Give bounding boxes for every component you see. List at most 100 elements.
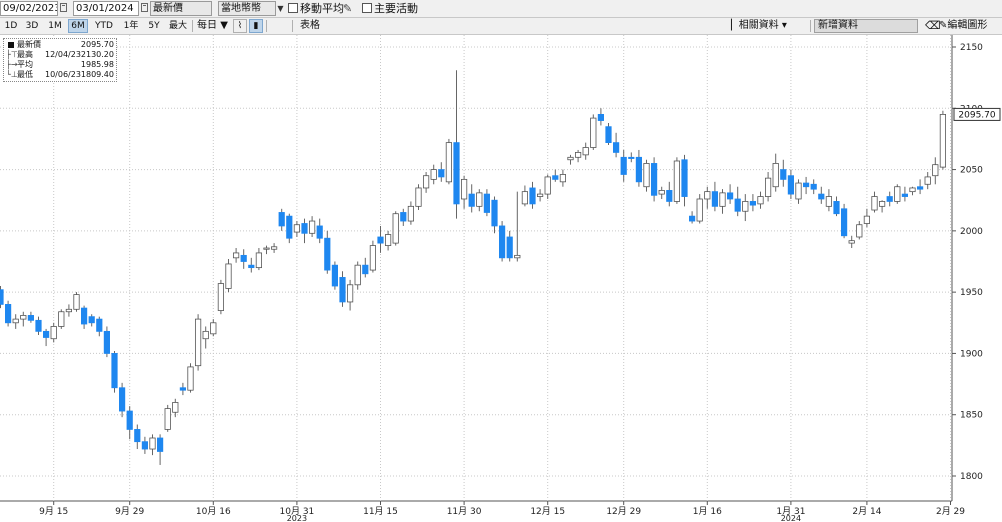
price-type-select[interactable]: 最新價 <box>150 1 212 16</box>
candle-body <box>582 147 589 156</box>
candle-body <box>590 117 597 148</box>
period-button-ytd[interactable]: YTD <box>95 21 113 31</box>
chart-legend[interactable]: 最新價 2095.70 ├⊤ 最高 12/04/23 2130.20 ├→ 平均… <box>3 38 117 82</box>
x-tick-label: 10月 16 <box>196 506 231 517</box>
frequency-select[interactable]: 每日 ▼ <box>194 19 231 33</box>
candle-body <box>810 183 817 190</box>
candle-body <box>605 126 612 143</box>
pencil-icon[interactable]: ✎ <box>343 2 353 15</box>
candle-body <box>111 353 118 389</box>
chevron-down-icon[interactable]: ▼ <box>277 4 284 13</box>
clear-icon[interactable]: ⌫ <box>925 19 941 32</box>
period-button-max[interactable]: 最大 <box>168 21 187 31</box>
candle-body <box>901 193 909 197</box>
related-data-menu[interactable]: ▏相關資料 ▾ <box>728 19 790 33</box>
candle-body <box>939 114 947 168</box>
candle-body <box>689 215 696 222</box>
candle-body <box>620 156 627 175</box>
legend-value: 1985.98 <box>80 60 114 69</box>
candle-body <box>734 198 741 212</box>
legend-label: 平均 <box>17 60 33 69</box>
candle-body <box>156 437 164 452</box>
candle-body <box>126 410 133 430</box>
year-label: 2023 <box>287 514 307 522</box>
key-events-label: 主要活動 <box>374 2 418 15</box>
line-chart-button[interactable]: ⌇ <box>233 19 247 33</box>
x-tick-label: 11月 30 <box>447 506 482 517</box>
moving-average-checkbox[interactable] <box>288 3 298 13</box>
candle-body <box>43 330 50 338</box>
candle-body <box>818 193 825 200</box>
candle-body <box>354 264 361 286</box>
legend-date: 12/04/23 <box>45 50 81 59</box>
calendar-icon[interactable] <box>60 3 67 12</box>
period-button-1m[interactable]: 1M <box>48 21 62 31</box>
key-events-checkbox[interactable] <box>362 3 372 13</box>
candle-body <box>742 201 749 212</box>
y-axis: 180018501900195020002050210021502095.70 <box>952 43 1001 482</box>
candle-body <box>58 311 65 327</box>
candle-body <box>476 192 483 207</box>
candle-body <box>886 196 893 202</box>
candle-body <box>141 441 148 450</box>
candle-body <box>727 192 734 200</box>
candle-body <box>81 307 88 325</box>
y-tick-label: 1900 <box>960 349 983 359</box>
candle-body <box>430 169 437 180</box>
candle-body <box>757 196 764 205</box>
last-price-label: 2095.70 <box>958 110 995 120</box>
legend-item: └⊥ 最低 10/06/23 1809.40 <box>6 70 114 80</box>
period-button-6m[interactable]: 6M <box>68 19 88 33</box>
candle-body <box>613 142 620 153</box>
candle-body <box>491 199 498 227</box>
currency-select[interactable]: 當地幣幣 <box>218 1 276 16</box>
candle-body <box>506 236 513 259</box>
table-view-button[interactable]: 表格 <box>300 20 320 31</box>
candle-body <box>377 236 384 244</box>
legend-value: 2095.70 <box>80 40 114 49</box>
candle-body <box>232 252 240 259</box>
candle-body <box>392 213 399 244</box>
toolbar-periods: 1D 3D 1M 6M YTD 1年 5Y 最大 每日 ▼ ⌇ ▮ 表格 ▏相關… <box>0 18 1002 35</box>
candle-body <box>5 303 12 324</box>
candle-body <box>825 196 833 207</box>
candle-body <box>35 319 42 332</box>
candle-body <box>468 193 475 207</box>
y-tick-label: 2150 <box>960 43 983 53</box>
candle-body <box>339 277 346 303</box>
calendar-icon[interactable] <box>141 3 148 12</box>
y-tick-label: 2050 <box>960 166 983 176</box>
divider <box>192 20 193 32</box>
candle-body <box>483 193 491 213</box>
candle-body <box>445 142 453 183</box>
edit-chart-button[interactable]: ✎編輯圖形 <box>936 19 990 33</box>
period-button-3d[interactable]: 3D <box>25 21 39 31</box>
candle-body <box>202 330 209 340</box>
end-date-field[interactable]: 03/01/2024 <box>73 1 139 16</box>
period-button-5y[interactable]: 5Y <box>148 21 160 31</box>
start-date-field[interactable]: 09/02/2023 <box>0 1 58 16</box>
candle-body <box>88 316 95 324</box>
candle-body <box>833 201 840 215</box>
divider <box>810 20 811 32</box>
candle-body <box>635 156 643 183</box>
candle-body <box>407 205 415 222</box>
period-button-1y[interactable]: 1年 <box>123 21 139 31</box>
legend-item: ├→ 平均 1985.98 <box>6 60 114 70</box>
candle-body <box>278 212 285 227</box>
related-data-label: 相關資料 <box>738 20 779 31</box>
period-button-1d[interactable]: 1D <box>4 21 18 31</box>
y-tick-label: 2000 <box>960 227 983 237</box>
low-marker-icon: └⊥ <box>6 70 18 79</box>
candle-body <box>293 224 301 233</box>
chart-grid <box>0 35 953 502</box>
candle-body <box>384 234 392 246</box>
candle-body <box>369 245 377 271</box>
candle-body <box>537 193 544 197</box>
candle-body <box>856 224 863 238</box>
add-data-input[interactable]: 新增資料 <box>814 19 918 33</box>
candle-body <box>164 408 171 430</box>
edit-chart-label: 編輯圖形 <box>947 20 988 31</box>
candle-chart-button[interactable]: ▮ <box>249 19 263 33</box>
candle-body <box>331 264 339 287</box>
